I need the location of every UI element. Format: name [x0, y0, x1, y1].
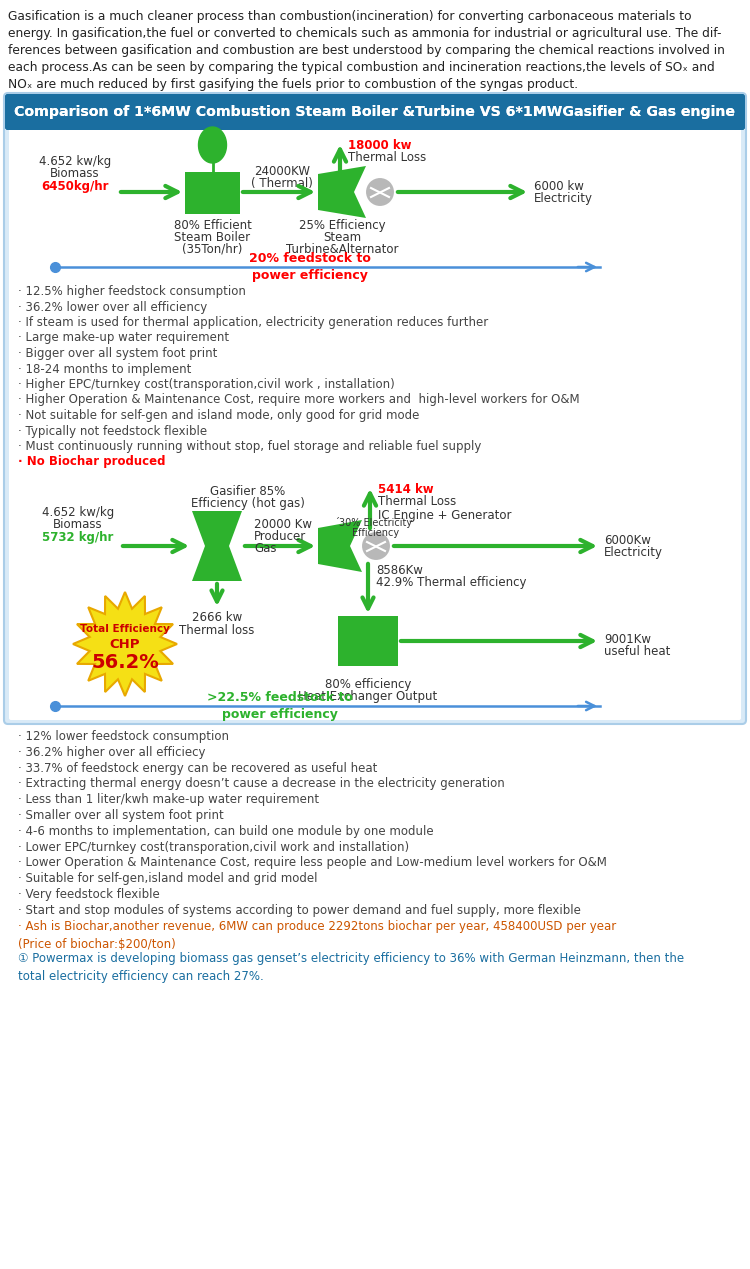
Text: CHP: CHP	[110, 638, 140, 651]
Text: Comparison of 1*6MW Combustion Steam Boiler &Turbine VS 6*1MWGasifier & Gas engi: Comparison of 1*6MW Combustion Steam Boi…	[14, 105, 736, 119]
Text: Steam Boiler: Steam Boiler	[175, 231, 250, 244]
Text: 5732 kg/hr: 5732 kg/hr	[42, 530, 114, 544]
Text: · 12% lower feedstock consumption: · 12% lower feedstock consumption	[18, 730, 229, 744]
Text: 5414 kw: 5414 kw	[378, 483, 433, 496]
Polygon shape	[192, 511, 242, 581]
Text: Thermal Loss: Thermal Loss	[378, 495, 456, 508]
Circle shape	[361, 530, 391, 561]
Text: Heat Exchanger Output: Heat Exchanger Output	[298, 690, 438, 703]
Text: · 36.2% higher over all efficiecy: · 36.2% higher over all efficiecy	[18, 746, 206, 759]
Text: power efficiency: power efficiency	[252, 269, 368, 282]
Text: (35Ton/hr): (35Ton/hr)	[182, 242, 243, 256]
Text: ́30% Electricity: ́30% Electricity	[340, 516, 412, 528]
Text: Biomass: Biomass	[50, 168, 100, 180]
FancyBboxPatch shape	[4, 93, 746, 725]
Text: · Extracting thermal energy doesn’t cause a decrease in the electricity generati: · Extracting thermal energy doesn’t caus…	[18, 778, 505, 791]
FancyBboxPatch shape	[5, 94, 745, 129]
Text: Thermal loss: Thermal loss	[179, 624, 255, 637]
FancyBboxPatch shape	[5, 94, 745, 129]
Text: 2666 kw: 2666 kw	[192, 610, 242, 624]
Text: · Large make-up water requirement: · Large make-up water requirement	[18, 331, 229, 344]
Text: · Start and stop modules of systems according to power demand and fuel supply, m: · Start and stop modules of systems acco…	[18, 904, 580, 916]
Text: each process.As can be seen by comparing the typical combustion and incineration: each process.As can be seen by comparing…	[8, 61, 715, 74]
Text: · Higher Operation & Maintenance Cost, require more workers and  high-level work: · Higher Operation & Maintenance Cost, r…	[18, 393, 580, 406]
Text: · 18-24 months to implement: · 18-24 months to implement	[18, 363, 191, 376]
Text: Steam: Steam	[323, 231, 361, 244]
Text: Gasifier 85%: Gasifier 85%	[210, 485, 286, 497]
Polygon shape	[199, 127, 226, 162]
Text: · Smaller over all system foot print: · Smaller over all system foot print	[18, 810, 223, 822]
Text: · 33.7% of feedstock energy can be recovered as useful heat: · 33.7% of feedstock energy can be recov…	[18, 761, 377, 774]
Text: · Lower EPC/turnkey cost(transporation,civil work and installation): · Lower EPC/turnkey cost(transporation,c…	[18, 840, 410, 854]
Text: · No Biochar produced: · No Biochar produced	[18, 456, 166, 468]
Text: 80% efficiency: 80% efficiency	[325, 678, 411, 692]
Bar	[185, 173, 240, 214]
Text: · 12.5% higher feedstock consumption: · 12.5% higher feedstock consumption	[18, 286, 246, 298]
Text: Efficiency: Efficiency	[352, 528, 400, 538]
Text: Total Efficiency: Total Efficiency	[80, 624, 170, 634]
Text: · 36.2% lower over all efficiency: · 36.2% lower over all efficiency	[18, 301, 207, 313]
Text: · Typically not feedstock flexible: · Typically not feedstock flexible	[18, 425, 207, 438]
Text: 6450kg/hr: 6450kg/hr	[41, 180, 109, 193]
Text: Electricity: Electricity	[604, 546, 663, 560]
Text: NOₓ are much reduced by first gasifying the fuels prior to combustion of the syn: NOₓ are much reduced by first gasifying …	[8, 77, 578, 91]
Text: energy. In gasification,the fuel or converted to chemicals such as ammonia for i: energy. In gasification,the fuel or conv…	[8, 27, 722, 41]
Text: useful heat: useful heat	[604, 645, 670, 659]
Text: · Not suitable for self-gen and island mode, only good for grid mode: · Not suitable for self-gen and island m…	[18, 409, 419, 423]
Text: 56.2%: 56.2%	[92, 652, 159, 671]
Text: 6000Kw: 6000Kw	[604, 534, 651, 547]
Text: 4.652 kw/kg: 4.652 kw/kg	[42, 506, 114, 519]
Circle shape	[365, 176, 395, 207]
FancyBboxPatch shape	[9, 127, 741, 720]
Text: · Suitable for self-gen,island model and grid model: · Suitable for self-gen,island model and…	[18, 872, 317, 886]
Text: 6000 kw: 6000 kw	[534, 180, 584, 193]
Text: 18000 kw: 18000 kw	[348, 140, 412, 152]
Polygon shape	[318, 520, 362, 572]
Text: · Bigger over all system foot print: · Bigger over all system foot print	[18, 346, 217, 360]
Text: power efficiency: power efficiency	[222, 708, 338, 721]
Text: Turbine&Alternator: Turbine&Alternator	[286, 242, 398, 256]
Text: ① Powermax is developing biomass gas genset’s electricity efficiency to 36% with: ① Powermax is developing biomass gas gen…	[18, 952, 684, 982]
Text: Gasification is a much cleaner process than combustion(incineration) for convert: Gasification is a much cleaner process t…	[8, 10, 692, 23]
Text: Thermal Loss: Thermal Loss	[348, 151, 426, 164]
Text: · Must continuously running without stop, fuel storage and reliable fuel supply: · Must continuously running without stop…	[18, 440, 482, 453]
Text: Electricity: Electricity	[534, 192, 593, 206]
Polygon shape	[318, 166, 366, 218]
Text: Comparison of 1*6MW Combustion Steam Boiler &Turbine VS 6*1MWGasifier & Gas engi: Comparison of 1*6MW Combustion Steam Boi…	[14, 105, 736, 119]
Text: 25% Efficiency: 25% Efficiency	[298, 220, 386, 232]
Text: · Very feedstock flexible: · Very feedstock flexible	[18, 888, 160, 901]
Text: 24000KW: 24000KW	[254, 165, 310, 178]
Polygon shape	[73, 593, 177, 695]
Text: 9001Kw: 9001Kw	[604, 633, 651, 646]
Text: Efficiency (hot gas): Efficiency (hot gas)	[191, 497, 305, 510]
Text: Producer: Producer	[254, 530, 306, 543]
Text: >22.5% feedstock to: >22.5% feedstock to	[207, 692, 353, 704]
Text: ferences between gasification and combustion are best understood by comparing th: ferences between gasification and combus…	[8, 44, 724, 57]
Text: · If steam is used for thermal application, electricity generation reduces furth: · If steam is used for thermal applicati…	[18, 316, 488, 329]
Text: · Ash is Biochar,another revenue, 6MW can produce 2292tons biochar per year, 458: · Ash is Biochar,another revenue, 6MW ca…	[18, 920, 616, 950]
Text: 8586Kw: 8586Kw	[376, 563, 423, 577]
Text: 42.9% Thermal efficiency: 42.9% Thermal efficiency	[376, 576, 526, 589]
Text: · Less than 1 liter/kwh make-up water requirement: · Less than 1 liter/kwh make-up water re…	[18, 793, 320, 806]
Text: · Higher EPC/turnkey cost(transporation,civil work , installation): · Higher EPC/turnkey cost(transporation,…	[18, 378, 394, 391]
Text: 4.652 kw/kg: 4.652 kw/kg	[39, 155, 111, 168]
Text: 20% feedstock to: 20% feedstock to	[249, 253, 371, 265]
Text: 20000 Kw: 20000 Kw	[254, 518, 312, 530]
Text: · Lower Operation & Maintenance Cost, require less people and Low-medium level w: · Lower Operation & Maintenance Cost, re…	[18, 857, 607, 869]
Text: Gas: Gas	[254, 542, 277, 555]
Text: 80% Efficient: 80% Efficient	[173, 220, 251, 232]
Bar	[338, 615, 398, 666]
Text: Biomass: Biomass	[53, 518, 103, 530]
Text: · 4-6 months to implementation, can build one module by one module: · 4-6 months to implementation, can buil…	[18, 825, 433, 838]
Text: ( Thermal): ( Thermal)	[251, 176, 313, 190]
Text: IC Engine + Generator: IC Engine + Generator	[378, 509, 512, 522]
